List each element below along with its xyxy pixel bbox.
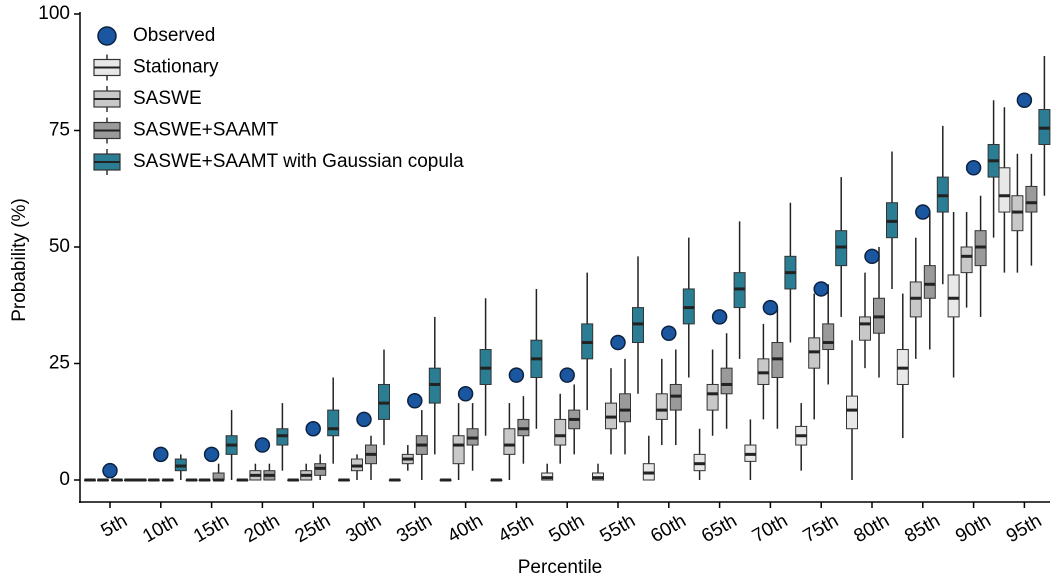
- observed-point: [356, 411, 372, 428]
- box: [947, 274, 960, 318]
- y-tick-label: 100: [38, 3, 70, 24]
- legend-label: SASWE+SAAMT: [133, 120, 279, 141]
- observed-point: [153, 446, 169, 463]
- legend-label: SASWE: [133, 88, 202, 109]
- x-tick-label: 90th: [952, 510, 995, 547]
- box: [822, 323, 835, 351]
- observed-point: [407, 393, 423, 409]
- observed-point: [864, 248, 880, 265]
- box: [998, 167, 1011, 213]
- observed-point: [965, 160, 982, 176]
- observed-point: [813, 281, 829, 297]
- y-tick-label: 25: [49, 353, 70, 374]
- observed-point: [102, 462, 118, 479]
- observed-point: [508, 367, 525, 383]
- x-tick-label: 60th: [647, 510, 690, 547]
- box: [846, 395, 858, 430]
- box: [452, 435, 465, 465]
- legend-marker: [97, 26, 117, 46]
- x-tick-label: 10th: [139, 510, 182, 547]
- box: [619, 393, 631, 423]
- box: [923, 265, 936, 299]
- x-tick-label: 80th: [850, 510, 893, 547]
- x-tick-label: 5th: [98, 510, 131, 541]
- observed-point: [1016, 92, 1033, 108]
- box: [655, 393, 668, 420]
- y-axis-title: Probability (%): [9, 198, 30, 322]
- x-tick-label: 65th: [698, 510, 741, 547]
- observed-point: [711, 309, 728, 325]
- legend-label: Observed: [133, 25, 215, 46]
- y-tick-label: 0: [59, 469, 70, 490]
- x-tick-label: 85th: [901, 510, 944, 547]
- x-tick-label: 75th: [800, 510, 843, 547]
- y-tick-label: 75: [49, 120, 70, 141]
- legend-label: Stationary: [133, 57, 219, 78]
- x-tick-label: 25th: [292, 510, 335, 547]
- observed-point: [559, 367, 575, 383]
- x-tick-label: 45th: [495, 510, 538, 547]
- legend-label: SASWE+SAAMT with Gaussian copula: [133, 151, 464, 172]
- observed-point: [254, 437, 271, 453]
- observed-point: [915, 204, 931, 220]
- observed-point: [203, 446, 220, 463]
- observed-point: [305, 420, 321, 437]
- box: [720, 367, 733, 395]
- box: [706, 383, 719, 411]
- box: [503, 428, 516, 455]
- x-tick-label: 55th: [596, 510, 639, 547]
- box: [1025, 185, 1038, 213]
- x-tick-label: 50th: [546, 510, 589, 547]
- y-tick-label: 50: [49, 236, 70, 257]
- x-tick-label: 35th: [393, 510, 436, 547]
- box: [859, 316, 871, 341]
- x-axis-title: Percentile: [518, 557, 603, 578]
- observed-point: [762, 299, 779, 316]
- box: [327, 409, 340, 437]
- box: [960, 246, 973, 274]
- x-tick-label: 15th: [190, 510, 233, 547]
- x-tick-label: 40th: [444, 510, 487, 547]
- x-tick-label: 70th: [749, 510, 792, 547]
- x-tick-label: 30th: [342, 510, 385, 547]
- observed-point: [610, 334, 626, 351]
- x-tick-label: 95th: [1003, 510, 1046, 547]
- observed-point: [457, 386, 474, 402]
- observed-point: [661, 325, 677, 341]
- x-tick-label: 20th: [241, 510, 284, 547]
- box: [554, 418, 567, 446]
